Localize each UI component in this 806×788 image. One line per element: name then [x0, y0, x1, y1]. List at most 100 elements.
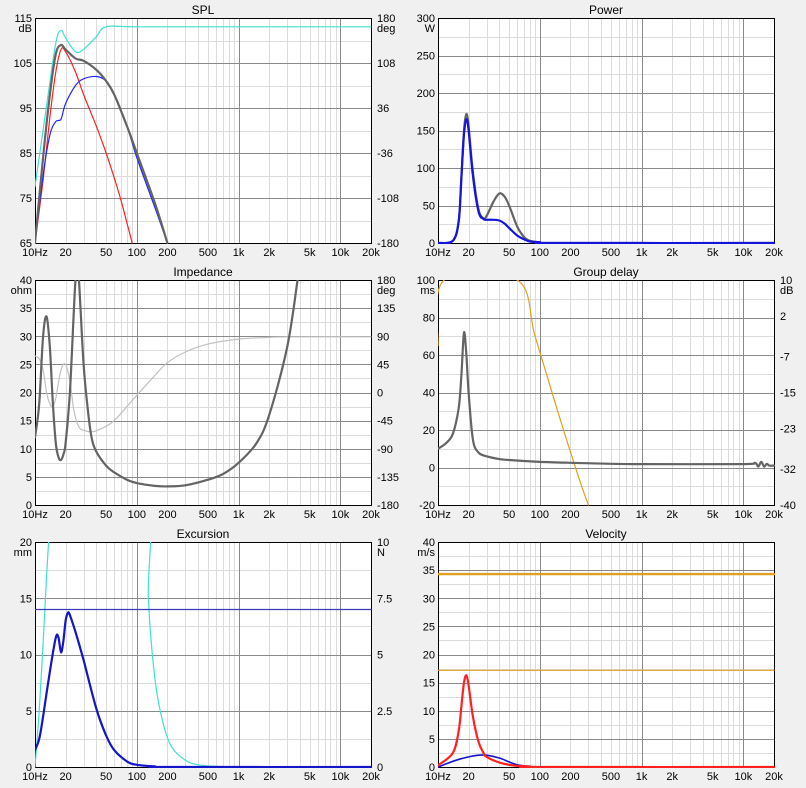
y2-tick-label: -32 [780, 464, 796, 476]
x-tick-label: 2k [666, 247, 678, 259]
x-tick-label: 100 [128, 509, 146, 521]
y-tick-label: -20 [419, 500, 435, 512]
y-tick-label: 60 [423, 350, 435, 362]
y-tick-label: 0 [429, 238, 435, 250]
x-tick-label: 500 [199, 509, 217, 521]
x-tick-label: 50 [503, 771, 515, 783]
grid [35, 280, 371, 505]
y2-tick-label: -7 [780, 352, 790, 364]
x-tick-label: 1k [233, 247, 245, 259]
x-tick-label: 200 [561, 771, 579, 783]
spl-series-1 [35, 47, 133, 244]
y-tick-label: 0 [26, 762, 32, 774]
x-tick-label: 20k [362, 771, 380, 783]
y-tick-label: 65 [20, 238, 32, 250]
chart-title: Power [589, 3, 623, 17]
x-tick-label: 20 [463, 509, 475, 521]
velocity-chart: Velocity 10Hz 20 50 100 200 500 1k 2k 5k 10k 20k 0 5 1… [403, 524, 806, 788]
impedance-chart: Impedance 10Hz 20 50 100 200 500 1k 2k 5k 10k 20k 0 5… [0, 262, 403, 524]
x-tick-label: 100 [128, 771, 146, 783]
y2-tick-label: -180 [377, 238, 399, 250]
y-tick-label: 95 [20, 103, 32, 115]
x-tick-label: 50 [503, 509, 515, 521]
x-tick-label: 10Hz [22, 509, 48, 521]
y-tick-label: 5 [429, 734, 435, 746]
y2-unit-label: deg [377, 285, 395, 297]
x-tick-label: 20k [362, 509, 380, 521]
y-tick-label: 30 [423, 593, 435, 605]
y2-unit-label: N [377, 547, 385, 559]
x-tick-label: 10k [734, 509, 752, 521]
x-tick-label: 500 [199, 247, 217, 259]
x-tick-label: 1k [636, 247, 648, 259]
y2-tick-label: 10 [377, 537, 389, 549]
y2-tick-label: 135 [377, 303, 395, 315]
y-tick-label: 25 [423, 621, 435, 633]
grid [438, 18, 774, 243]
x-tick-label: 200 [158, 509, 176, 521]
velocity-series-3 [438, 674, 775, 768]
chart-title: Group delay [573, 265, 638, 279]
y2-tick-label: -40 [780, 500, 796, 512]
y-tick-label: 80 [423, 313, 435, 325]
chart-title: Excursion [177, 527, 230, 541]
x-tick-label: 10Hz [22, 771, 48, 783]
x-tick-label: 500 [199, 771, 217, 783]
y-tick-label: 35 [20, 303, 32, 315]
x-tick-label: 10k [331, 771, 349, 783]
x-tick-label: 10k [331, 509, 349, 521]
x-tick-label: 20k [765, 509, 783, 521]
y-unit-label: W [425, 23, 436, 35]
y-tick-label: 105 [14, 58, 32, 70]
y2-tick-label: 2.5 [377, 706, 392, 718]
x-tick-label: 1k [233, 771, 245, 783]
spl-chart: SPL 10Hz 20 50 100 200 500 1k 2k 5k 10k 20k 65 75 85 95… [0, 0, 403, 262]
x-tick-label: 5k [304, 771, 316, 783]
excursion-chart: Excursion 10Hz 20 50 100 200 500 1k 2k 5k 10k 20k 0 5… [0, 524, 403, 788]
x-tick-label: 2k [666, 509, 678, 521]
impedance-series-1 [35, 280, 299, 488]
x-tick-label: 10k [734, 247, 752, 259]
spl-series-3 [35, 43, 169, 244]
x-tick-label: 10Hz [22, 247, 48, 259]
x-tick-label: 50 [100, 247, 112, 259]
y2-tick-label: -135 [377, 472, 399, 484]
y-tick-label: 40 [20, 275, 32, 287]
chart-title: Impedance [173, 265, 233, 279]
y2-tick-label: 180 [377, 275, 395, 287]
y-tick-label: 0 [26, 500, 32, 512]
y2-tick-label: 45 [377, 359, 389, 371]
series-group [438, 112, 775, 244]
x-tick-label: 20 [60, 247, 72, 259]
spl-svg: SPL 10Hz 20 50 100 200 500 1k 2k 5k 10k 20k 65 75 85 95… [14, 3, 399, 259]
x-tick-label: 20 [60, 509, 72, 521]
y2-tick-label: 0 [377, 388, 383, 400]
x-tick-label: 500 [602, 247, 620, 259]
y2-tick-label: -23 [780, 424, 796, 436]
y2-tick-label: 0 [377, 762, 383, 774]
x-tick-label: 200 [561, 509, 579, 521]
y-tick-label: 85 [20, 148, 32, 160]
y-tick-label: 20 [20, 388, 32, 400]
y-tick-label: 75 [20, 193, 32, 205]
y-tick-label: 50 [423, 201, 435, 213]
y-tick-label: 40 [423, 537, 435, 549]
y-tick-label: 25 [20, 359, 32, 371]
y2-tick-label: -15 [780, 388, 796, 400]
x-tick-label: 100 [531, 771, 549, 783]
y-tick-label: 15 [20, 593, 32, 605]
y2-unit-label: dB [780, 285, 793, 297]
y2-tick-label: 7.5 [377, 593, 392, 605]
x-tick-label: 5k [707, 509, 719, 521]
grid [35, 18, 371, 243]
x-tick-label: 200 [158, 771, 176, 783]
x-tick-label: 10Hz [425, 509, 451, 521]
y-tick-label: 15 [20, 416, 32, 428]
y-tick-label: 100 [417, 275, 435, 287]
group-delay-chart: Group delay 10Hz 20 50 100 200 500 1k 2k 5k 10k 20k… [403, 262, 806, 524]
y-unit-label: ohm [11, 285, 32, 297]
x-tick-label: 50 [503, 247, 515, 259]
y-tick-label: 0 [429, 762, 435, 774]
